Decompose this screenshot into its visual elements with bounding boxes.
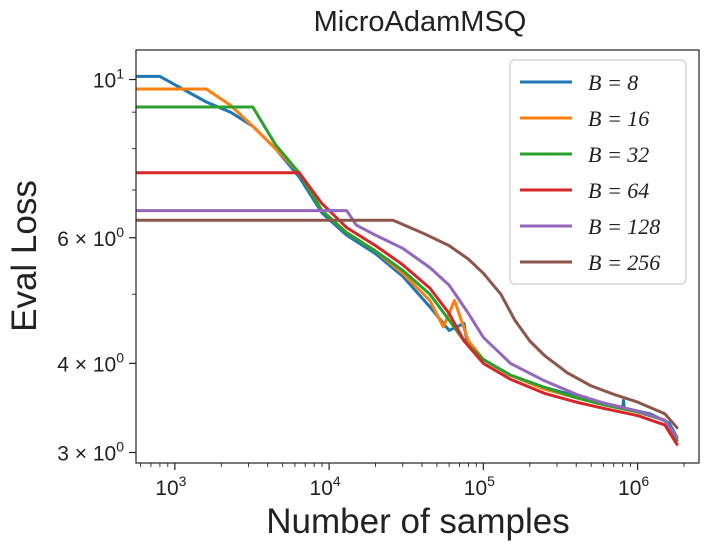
legend-label: B = 32 [588, 142, 649, 167]
x-tick-label: 105 [464, 473, 495, 500]
y-tick-label: 6 × 100 [57, 224, 124, 251]
y-axis-label: Eval Loss [5, 180, 44, 332]
legend-label: B = 16 [588, 106, 649, 131]
y-tick-label: 4 × 100 [57, 349, 124, 376]
x-axis-label: Number of samples [266, 502, 569, 541]
plot-frame [135, 49, 700, 464]
ticks-layer: 103 104 105 106 101 6 × 100 4 × 100 3 × 100 [57, 66, 685, 500]
series-line-5 [136, 218, 679, 430]
series-line-4 [136, 209, 679, 439]
y-tick-label: 3 × 100 [57, 438, 124, 465]
legend-label: B = 128 [588, 214, 660, 239]
x-tick-label: 104 [310, 473, 341, 500]
series-layer [136, 74, 679, 446]
chart-title: MicroAdamMSQ [314, 6, 527, 38]
legend-label: B = 8 [588, 70, 638, 95]
legend: B = 8 B = 16 B = 32 B = 64 B = 128 B = 256 [509, 59, 687, 285]
x-tick-label: 106 [618, 473, 649, 500]
x-tick-label: 103 [155, 473, 186, 500]
legend-frame [509, 59, 687, 285]
legend-label: B = 256 [588, 250, 660, 275]
y-tick-label: 101 [93, 66, 124, 93]
legend-label: B = 64 [588, 178, 649, 203]
